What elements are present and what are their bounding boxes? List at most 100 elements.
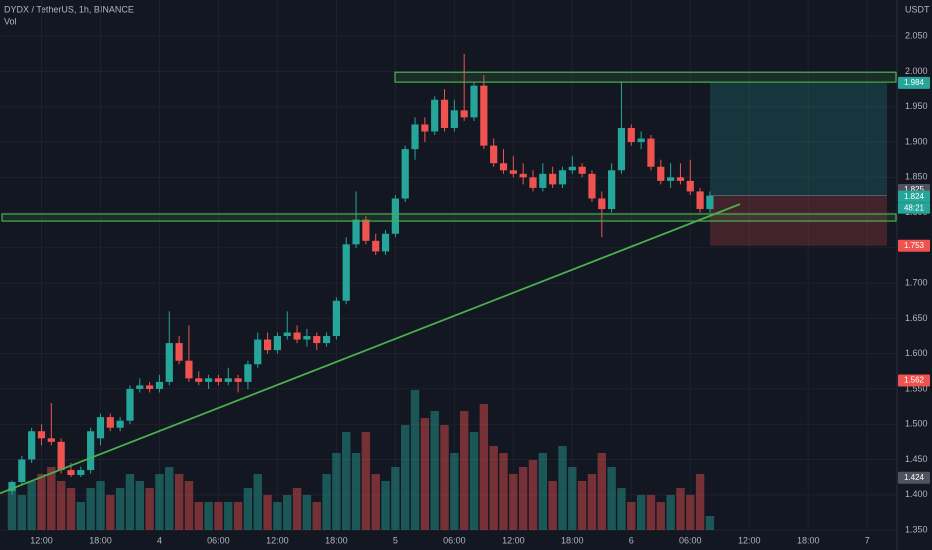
- volume-bar: [489, 446, 498, 530]
- x-tick-label: 18:00: [89, 535, 112, 545]
- price-badge-label: 1.562: [904, 376, 925, 385]
- candle-body: [686, 180, 694, 192]
- candle-body: [155, 381, 164, 389]
- candle-body: [126, 388, 134, 421]
- candle-body: [175, 343, 183, 361]
- volume-bar: [174, 474, 184, 530]
- volume-bar: [263, 495, 272, 530]
- price-badge-label: 1.825: [904, 185, 925, 194]
- price-badge-label: 1.824: [904, 192, 925, 201]
- volume-bar: [292, 488, 302, 530]
- candle-body: [696, 191, 704, 210]
- x-tick-label: 06:00: [207, 535, 230, 545]
- position-profit: [710, 82, 887, 196]
- candle-body: [303, 336, 311, 340]
- candle-body: [460, 110, 468, 118]
- volume-bar: [509, 474, 518, 530]
- candle-body: [77, 470, 85, 475]
- volume-bar: [430, 411, 439, 530]
- volume-bar: [165, 467, 174, 530]
- volume-bar: [607, 467, 616, 530]
- x-tick-label: 6: [629, 535, 634, 545]
- volume-bar: [528, 460, 538, 530]
- candle-body: [96, 417, 105, 439]
- candle-body: [539, 173, 547, 188]
- volume-bar: [479, 404, 489, 530]
- candle-body: [706, 195, 714, 210]
- candle-body: [568, 166, 576, 171]
- candle-body: [254, 339, 262, 365]
- candle-body: [146, 385, 154, 389]
- volume-bar: [577, 481, 587, 530]
- price-badge: [898, 374, 930, 387]
- volume-bar: [106, 495, 115, 530]
- volume-bar: [312, 502, 321, 530]
- candle-body: [578, 166, 586, 174]
- candle-body: [598, 198, 606, 210]
- y-tick-label: 2.000: [905, 66, 928, 76]
- volume-bar: [636, 495, 646, 530]
- candle-body: [283, 332, 291, 337]
- y-tick-label: 1.350: [905, 524, 928, 534]
- volume-bar: [37, 474, 46, 530]
- y-tick-label: 2.050: [905, 31, 928, 41]
- candle-body: [47, 438, 55, 442]
- x-tick-label: 12:00: [502, 535, 525, 545]
- volume-bar: [656, 502, 665, 530]
- candle-body: [352, 219, 360, 245]
- volume-bar: [410, 390, 420, 530]
- x-tick-label: 12:00: [266, 535, 289, 545]
- candle-body: [411, 124, 419, 150]
- candle-body: [647, 138, 655, 167]
- price-badge: [898, 239, 930, 252]
- y-tick-label: 1.900: [905, 136, 928, 146]
- y-tick-label: 1.500: [905, 419, 928, 429]
- candle-body: [617, 127, 626, 171]
- volume-bar: [627, 502, 636, 530]
- volume-bar: [568, 467, 577, 530]
- volume-bar: [56, 481, 66, 530]
- volume-bar: [391, 467, 400, 530]
- volume-bar: [518, 467, 528, 530]
- candle-body: [273, 336, 282, 351]
- x-tick-label: 18:00: [797, 535, 820, 545]
- x-tick-label: 12:00: [30, 535, 53, 545]
- volume-bar: [76, 502, 86, 530]
- x-tick-label: 06:00: [443, 535, 466, 545]
- candle-body: [28, 431, 36, 460]
- candle-body: [136, 385, 144, 389]
- countdown-badge: [898, 202, 930, 214]
- volume-bar: [420, 418, 430, 530]
- volume-bar: [499, 453, 508, 530]
- countdown: 48:21: [904, 203, 925, 212]
- y-tick-label: 1.700: [905, 278, 928, 288]
- candle-body: [214, 378, 223, 382]
- x-tick-label: 7: [865, 535, 870, 545]
- x-tick-label: 18:00: [325, 535, 348, 545]
- volume-bar: [86, 488, 95, 530]
- volume-bar: [233, 502, 243, 530]
- candle-body: [313, 336, 321, 344]
- candle-body: [87, 431, 95, 471]
- volume-bar: [145, 488, 154, 530]
- zone: [394, 71, 897, 83]
- volume-bar: [686, 495, 695, 530]
- candle-body: [480, 85, 488, 146]
- y-tick-label: 1.450: [905, 454, 928, 464]
- candle-body: [657, 166, 665, 181]
- volume-bar: [361, 432, 371, 530]
- volume-bar: [459, 411, 469, 530]
- y-tick-label: 1.400: [905, 489, 928, 499]
- candle-body: [558, 170, 567, 185]
- candle-body: [234, 378, 242, 382]
- candle-body: [549, 173, 557, 185]
- x-tick-label: 06:00: [679, 535, 702, 545]
- volume-bar: [587, 474, 597, 530]
- volume-bar: [155, 474, 164, 530]
- candle-body: [106, 417, 114, 428]
- volume-bar: [27, 481, 36, 530]
- candle-body: [18, 459, 26, 483]
- volume-bar: [184, 481, 194, 530]
